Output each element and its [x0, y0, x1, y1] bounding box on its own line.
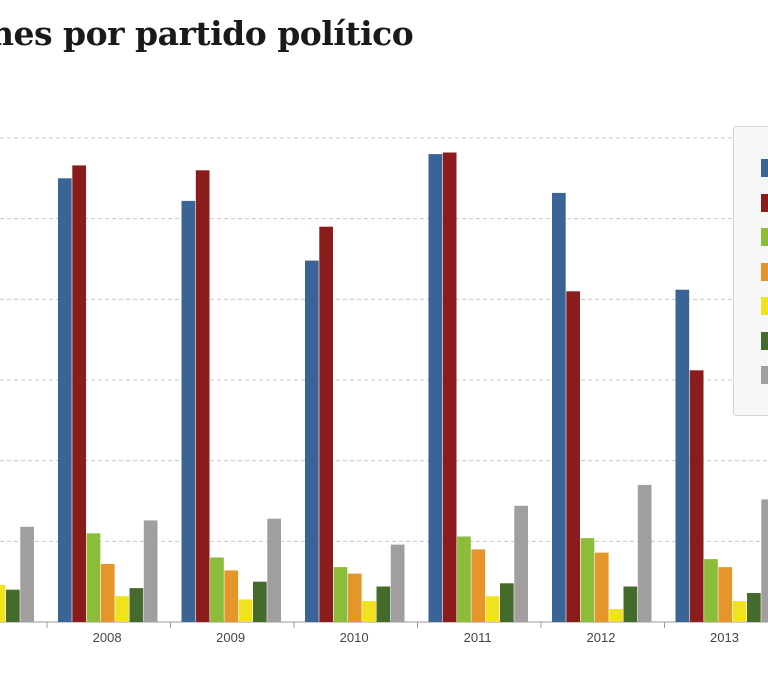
bar-2009-series-5[interactable]	[238, 599, 253, 622]
bar-2007-series-5[interactable]	[0, 584, 6, 622]
bar-2008-series-1[interactable]	[58, 178, 72, 623]
bar-2013-series-2[interactable]	[689, 370, 704, 622]
bar-2009-series-4[interactable]	[224, 570, 239, 622]
x-tick-label-2012: 2012	[587, 630, 616, 645]
bar-2008-series-7[interactable]	[143, 520, 158, 622]
bar-2013-series-3[interactable]	[704, 559, 718, 622]
bar-2010-series-2[interactable]	[319, 226, 333, 622]
bar-2011-series-4[interactable]	[471, 549, 486, 622]
chart-legend	[733, 126, 768, 416]
bar-2008-series-5[interactable]	[115, 596, 129, 622]
bar-2009-series-7[interactable]	[267, 518, 281, 622]
x-tick-label-2011: 2011	[464, 630, 492, 645]
bar-2008-series-3[interactable]	[86, 533, 101, 622]
x-tick-label-2009: 2009	[216, 630, 245, 645]
bar-2010-series-3[interactable]	[333, 567, 348, 622]
bar-2010-series-5[interactable]	[362, 601, 376, 622]
bar-2007-series-6[interactable]	[6, 589, 20, 622]
bar-2011-series-5[interactable]	[485, 596, 500, 622]
bar-2010-series-4[interactable]	[347, 573, 362, 622]
bar-2009-series-1[interactable]	[181, 200, 196, 622]
bar-2010-series-6[interactable]	[376, 586, 391, 623]
bar-2010-series-7[interactable]	[390, 544, 405, 622]
legend-swatch-series-7[interactable]	[761, 366, 768, 384]
bar-2012-series-6[interactable]	[623, 586, 638, 623]
legend-swatch-series-4[interactable]	[761, 262, 768, 281]
bar-2012-series-3[interactable]	[580, 538, 595, 622]
legend-swatch-series-1[interactable]	[761, 159, 768, 177]
bar-2011-series-1[interactable]	[428, 154, 443, 622]
bar-2012-series-5[interactable]	[609, 609, 623, 622]
x-tick-label-2010: 2010	[340, 630, 369, 645]
bar-2011-series-3[interactable]	[457, 536, 471, 623]
legend-swatch-series-6[interactable]	[761, 331, 768, 350]
legend-swatch-series-5[interactable]	[761, 297, 768, 315]
bar-2009-series-2[interactable]	[195, 170, 210, 623]
bar-2013-series-4[interactable]	[718, 567, 733, 622]
bar-2008-series-4[interactable]	[100, 563, 115, 622]
bar-2012-series-4[interactable]	[594, 552, 609, 622]
bar-2010-series-1[interactable]	[305, 260, 319, 622]
x-tick-label-2008: 2008	[93, 630, 122, 645]
bar-2013-series-7[interactable]	[761, 499, 768, 622]
bar-2013-series-5[interactable]	[732, 601, 747, 622]
bar-2012-series-1[interactable]	[552, 192, 566, 622]
bar-2007-series-7[interactable]	[20, 526, 34, 622]
bar-2011-series-2[interactable]	[442, 152, 457, 623]
chart-title: nes por partido político	[0, 14, 414, 53]
bar-2011-series-6[interactable]	[500, 583, 514, 622]
bar-2012-series-2[interactable]	[566, 291, 580, 622]
legend-swatch-series-2[interactable]	[761, 193, 768, 212]
bar-2009-series-6[interactable]	[253, 581, 267, 622]
x-tick-label-2013: 2013	[710, 630, 739, 645]
bar-2013-series-6[interactable]	[747, 593, 761, 622]
bar-2008-series-2[interactable]	[72, 165, 86, 622]
bar-2012-series-7[interactable]	[637, 484, 652, 622]
bar-2011-series-7[interactable]	[514, 505, 528, 622]
bar-2013-series-1[interactable]	[675, 289, 690, 622]
bar-2009-series-3[interactable]	[210, 557, 224, 623]
bar-2008-series-6[interactable]	[129, 588, 144, 622]
legend-swatch-series-3[interactable]	[761, 228, 768, 246]
